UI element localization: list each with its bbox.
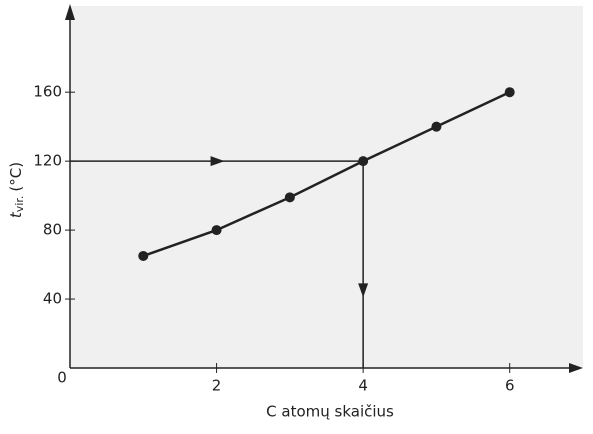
y-axis-label: tvir. (°C)	[7, 162, 27, 218]
x-axis-arrow	[569, 363, 583, 373]
data-point	[211, 225, 222, 236]
y-axis-arrow	[65, 4, 75, 20]
guide-arrow	[210, 156, 225, 167]
data-point	[358, 156, 369, 167]
data-point	[431, 121, 442, 132]
x-axis-label: C atomų skaičius	[266, 403, 394, 421]
data-point	[138, 250, 149, 261]
guide-arrow	[358, 283, 369, 298]
y-label-main: t	[7, 211, 25, 218]
y-tick-label: 40	[43, 290, 62, 308]
x-tick-label: 4	[358, 377, 368, 395]
x-tick-label: 6	[505, 377, 515, 395]
data-point	[504, 87, 515, 98]
y-label-sub: vir.	[13, 196, 26, 213]
data-point	[284, 192, 295, 203]
y-label-unit: (°C)	[7, 162, 25, 192]
x-tick-label: 2	[212, 377, 222, 395]
data-line	[142, 91, 511, 258]
x-tick-label: 0	[57, 369, 67, 387]
y-tick-label: 160	[33, 83, 62, 101]
y-tick-label: 120	[33, 152, 62, 170]
plot-area	[70, 6, 583, 368]
y-tick-label: 80	[43, 221, 62, 239]
